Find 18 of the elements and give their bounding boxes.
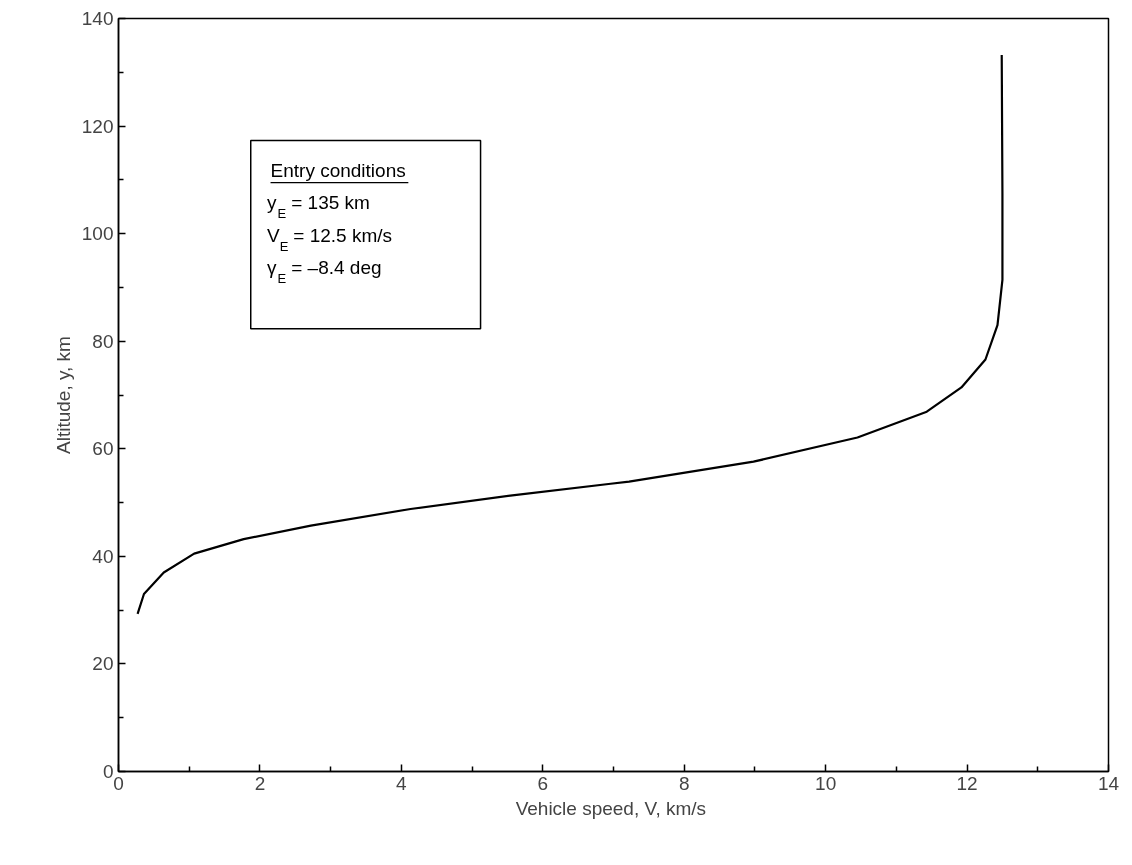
x-tick-label: 4 (396, 772, 408, 794)
x-axis-title: Vehicle speed, V, km/s (515, 797, 707, 819)
annotation: Entry conditions (270, 160, 406, 182)
y-tick-label: 40 (92, 545, 114, 567)
y-tick-label: 140 (81, 8, 114, 29)
x-tick-label: 10 (815, 772, 837, 794)
line-series (136, 53, 1004, 616)
y-tick-label: 120 (81, 115, 114, 137)
y-tick-label: 20 (92, 653, 114, 675)
x-tick-label: 8 (678, 772, 690, 794)
x-tick-label: 14 (1097, 772, 1120, 794)
y-axis-title: Altitude, y, km (52, 336, 74, 454)
y-tick-label: 80 (92, 330, 114, 352)
y-tick-label: 60 (92, 438, 114, 460)
y-tick-label: 100 (81, 223, 114, 245)
x-tick-label: 12 (956, 772, 978, 794)
x-tick-label: 2 (254, 772, 266, 794)
x-tick-label: 6 (537, 772, 549, 794)
